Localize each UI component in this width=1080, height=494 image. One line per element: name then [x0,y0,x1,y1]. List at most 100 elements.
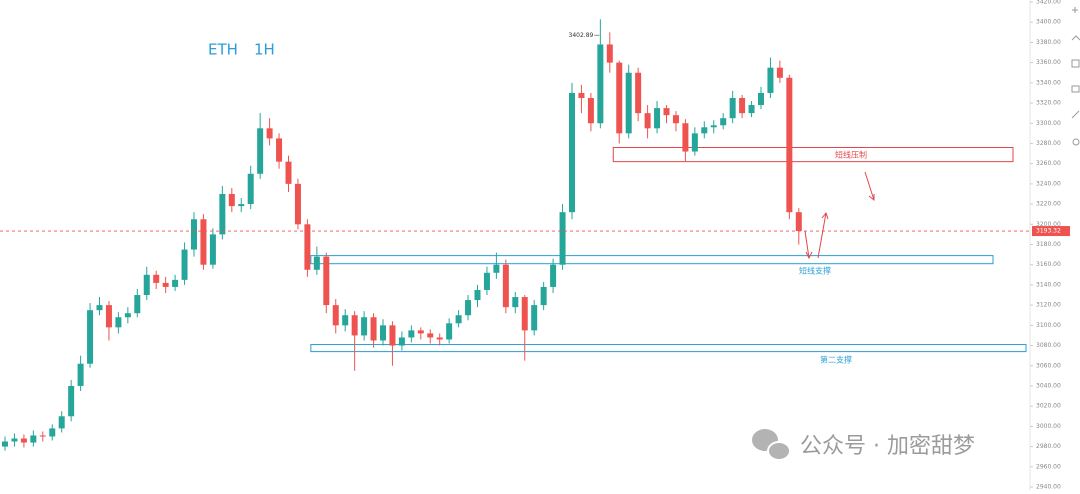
y-tick-label: 3200.00 [1036,221,1061,228]
symbol: ETH [208,41,238,59]
candle-body [49,428,56,437]
y-tick-label: 3300.00 [1036,120,1061,127]
candle-body [635,72,642,114]
candle-body [776,67,783,78]
candle-body [625,72,632,134]
y-tick-label: 3340.00 [1036,79,1061,86]
zone-label: 第二支撑 [820,355,852,365]
candle-body [786,77,793,213]
y-tick-label: 3320.00 [1036,100,1061,107]
y-tick-label: 3040.00 [1036,382,1061,389]
candle-body [124,313,131,318]
y-tick-label: 3380.00 [1036,39,1061,46]
candle-body [748,105,755,114]
candle-body [550,264,557,287]
candle-body [654,108,661,129]
candle-body [616,62,623,134]
candle-body [559,212,566,265]
price-tag-label: 3193.32 [1036,228,1061,235]
candle-body [219,193,226,235]
y-tick-label: 2980.00 [1036,443,1061,450]
watermark-icon [752,429,791,461]
zone [612,147,1014,163]
arrow [864,171,875,202]
candle-body [739,97,746,114]
y-tick-label: 3280.00 [1036,140,1061,147]
y-tick-label: 3180.00 [1036,241,1061,248]
candle-body [77,363,84,386]
candle-body [701,127,708,134]
candle-body [313,256,320,270]
y-tick-label: 3400.00 [1036,19,1061,26]
y-tick-label: 3000.00 [1036,423,1061,430]
candle-body [361,317,368,336]
candle-body [531,305,538,331]
high-label: 3402.89 [569,32,594,39]
candle-body [30,435,37,443]
tool-icon[interactable] [1071,59,1080,68]
candle-body [720,118,727,126]
candle-body [20,438,27,443]
y-tick-label: 3260.00 [1036,160,1061,167]
candle-body [285,161,292,184]
y-tick-label: 3220.00 [1036,201,1061,208]
tool-icon[interactable] [1071,35,1080,41]
tool-icon[interactable] [1071,85,1080,93]
y-tick-label: 2960.00 [1036,463,1061,470]
candle-body [143,274,150,296]
candle-body [332,305,339,326]
candle-body [323,256,330,306]
y-tick-label: 3360.00 [1036,59,1061,66]
candle-body [578,92,585,98]
candle-body [446,323,453,340]
tool-icon[interactable] [1072,138,1080,146]
tool-icon[interactable] [1071,110,1080,119]
y-tick-label: 3240.00 [1036,180,1061,187]
candle-body [417,330,424,334]
candle-body [483,272,490,290]
candle-body [266,128,273,139]
candle-body [436,337,443,340]
watermark: 公众号 · 加密甜梦 [800,434,975,459]
zone-label: 短线支撑 [799,266,831,276]
candle-body [710,125,717,128]
y-tick-label: 3120.00 [1036,302,1061,309]
candle-body [96,305,103,311]
y-tick-label: 2940.00 [1036,484,1061,491]
candle-body [569,92,575,213]
candle-body [58,416,65,429]
candle-body [238,204,245,207]
arrow [804,230,813,260]
candle-body [257,128,264,174]
candle-body [228,193,235,207]
y-tick-label: 3420.00 [1036,0,1061,6]
candle-body [795,212,802,232]
candle-body [427,333,434,338]
candle-body [370,317,377,341]
y-tick-label: 3160.00 [1036,261,1061,268]
tool-icon[interactable] [1072,7,1078,13]
candle-body [209,234,216,265]
candle-body [389,325,396,346]
candle-body [455,315,462,324]
y-tick-label: 3080.00 [1036,342,1061,349]
candle-body [587,97,594,124]
candle-body [493,264,500,273]
candle-body [181,249,188,280]
toolbar[interactable] [1071,7,1080,146]
arrow [817,211,829,259]
candle-body [521,297,528,331]
candle-body [11,438,18,442]
candle-body [342,315,349,326]
price-tag [1032,226,1070,237]
candle-body [663,108,670,116]
candle-body [105,305,112,328]
y-tick-label: 3100.00 [1036,322,1061,329]
candle-body [380,325,386,341]
arrows [804,171,875,260]
candle-body [758,92,764,106]
candle-body [682,123,689,152]
